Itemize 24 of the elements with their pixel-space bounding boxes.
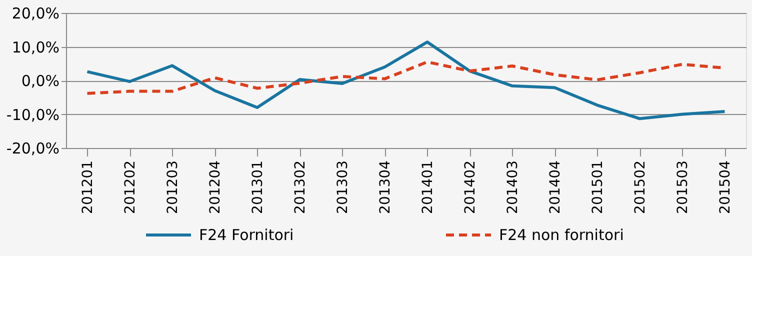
line-series [86,40,726,120]
x-tick-label: 201404 [547,160,564,214]
y-tick-label: -10,0% [6,106,60,124]
x-tick-label: 201303 [334,160,351,214]
x-tick-label: 201401 [420,160,436,214]
x-tick-label: 201502 [632,160,648,214]
x-tick-label: 201302 [292,160,308,214]
x-tick-label: 201201 [80,160,96,214]
y-tick-label: 10,0% [12,38,60,56]
x-tick-label: 201203 [164,160,181,214]
y-tick-label: 20,0% [12,4,60,22]
x-tick-label: 201202 [122,160,138,214]
y-tick-label: -20,0% [6,140,60,158]
x-tick-label: 201304 [377,160,394,214]
legend-label: F24 non fornitori [499,226,624,244]
legend-label: F24 Fornitori [199,226,294,244]
x-tick-label: 201503 [674,160,691,214]
x-tick-label: 201403 [504,160,521,214]
x-tick-label: 201501 [590,160,606,214]
x-tick-label: 201504 [717,160,734,214]
x-tick-label: 201301 [250,160,266,214]
x-tick-label: 201204 [207,160,224,214]
x-tick-label: 201402 [462,160,478,214]
y-tick-label: 0,0% [21,72,60,90]
